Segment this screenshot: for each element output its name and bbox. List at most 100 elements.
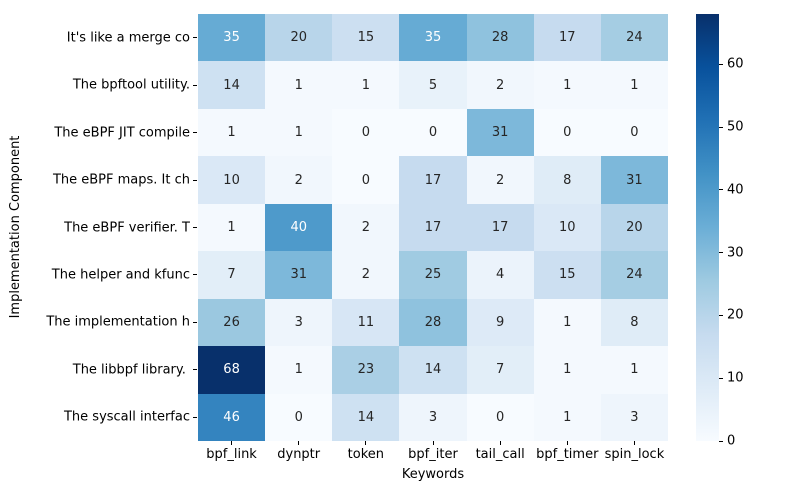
y-tick-label: The syscall interfac [63, 409, 190, 425]
x-axis-label: Keywords [401, 467, 465, 482]
heatmap-cell: 20 [600, 203, 668, 252]
y-tick-mark [193, 416, 197, 418]
x-tick-label: spin_lock [604, 447, 665, 462]
colorbar-tick-label: 10 [727, 370, 744, 386]
y-tick-mark [193, 179, 197, 181]
heatmap-cell: 8 [533, 156, 601, 204]
colorbar-tick-mark [719, 63, 723, 65]
heatmap-cell: 0 [533, 108, 601, 157]
colorbar-tick-mark [719, 314, 723, 316]
heatmap-cell: 1 [600, 346, 668, 394]
heatmap-cell: 35 [399, 14, 467, 62]
heatmap-cell: 10 [533, 203, 601, 252]
heatmap-cell: 24 [600, 14, 668, 62]
x-tick-mark [633, 441, 635, 445]
heatmap-cell: 0 [399, 108, 467, 157]
heatmap-cell: 0 [332, 108, 400, 157]
heatmap-grid: 35 20 15 35 28 17 24 14 1 1 5 2 1 1 1 1 0 0 31 0 0 10 2 0 17 2 8 31… [198, 14, 668, 441]
heatmap-cell: 24 [600, 251, 668, 299]
x-tick-mark [566, 441, 568, 445]
heatmap-cell: 2 [466, 61, 534, 109]
heatmap-cell: 46 [198, 393, 266, 441]
heatmap-cell: 28 [399, 298, 467, 347]
heatmap-cell: 17 [466, 203, 534, 252]
heatmap-cell: 25 [399, 251, 467, 299]
x-tick-mark [499, 441, 501, 445]
heatmap-cell: 1 [265, 61, 333, 109]
heatmap-cell: 11 [332, 298, 400, 347]
heatmap-cell: 2 [466, 156, 534, 204]
heatmap-cell: 1 [198, 108, 266, 157]
y-tick-mark [193, 369, 197, 371]
heatmap-cell: 1 [600, 61, 668, 109]
heatmap-cell: 1 [533, 393, 601, 441]
y-tick-mark [193, 37, 197, 39]
heatmap-cell: 4 [466, 251, 534, 299]
heatmap-cell: 1 [332, 61, 400, 109]
x-tick-label: dynptr [277, 447, 321, 462]
x-tick-label: bpf_link [206, 447, 257, 462]
heatmap-cell: 1 [533, 346, 601, 394]
heatmap-cell: 1 [265, 346, 333, 394]
heatmap-cell: 0 [600, 108, 668, 157]
y-tick-label: The helper and kfunc [51, 267, 190, 283]
y-tick-label: The eBPF JIT compile [54, 125, 190, 141]
x-tick-mark [231, 441, 233, 445]
heatmap-cell: 28 [466, 14, 534, 62]
heatmap-cell: 1 [265, 108, 333, 157]
heatmap-cell: 17 [533, 14, 601, 62]
heatmap-cell: 2 [332, 203, 400, 252]
heatmap-cell: 14 [332, 393, 400, 441]
y-axis-label: Implementation Component [8, 135, 23, 319]
heatmap-cell: 68 [198, 346, 266, 394]
colorbar-tick-label: 0 [727, 433, 736, 449]
y-tick-label: The eBPF maps. It ch [52, 172, 190, 188]
heatmap-cell: 15 [332, 14, 400, 62]
heatmap-cell: 7 [466, 346, 534, 394]
y-tick-label: The libbpf library. [72, 362, 190, 378]
heatmap-cell: 14 [198, 61, 266, 109]
heatmap-cell: 2 [265, 156, 333, 204]
colorbar-tick-mark [719, 440, 723, 442]
x-tick-mark [298, 441, 300, 445]
heatmap-cell: 1 [533, 298, 601, 347]
heatmap-cell: 3 [600, 393, 668, 441]
heatmap-cell: 3 [265, 298, 333, 347]
heatmap-cell: 9 [466, 298, 534, 347]
y-tick-mark [193, 227, 197, 228]
colorbar-tick-label: 20 [727, 307, 744, 323]
heatmap-cell: 1 [533, 61, 601, 109]
y-tick-mark [193, 84, 197, 86]
heatmap-cell: 20 [265, 14, 333, 62]
colorbar-tick-label: 50 [727, 119, 744, 135]
y-tick-label: It's like a merge co [66, 30, 190, 46]
colorbar-tick-label: 60 [727, 56, 744, 72]
y-tick-label: The implementation h [46, 314, 190, 330]
heatmap-cell: 40 [265, 203, 333, 252]
colorbar-tick-mark [719, 189, 723, 191]
heatmap-cell: 26 [198, 298, 266, 347]
heatmap-cell: 14 [399, 346, 467, 394]
colorbar-tick-label: 40 [727, 182, 744, 198]
x-tick-label: token [347, 447, 385, 462]
colorbar-tick-mark [719, 377, 723, 379]
heatmap-cell: 31 [600, 156, 668, 204]
y-tick-mark [193, 321, 197, 323]
x-tick-mark [365, 441, 367, 445]
heatmap-cell: 0 [466, 393, 534, 441]
heatmap-cell: 0 [332, 156, 400, 204]
x-tick-label: bpf_timer [536, 447, 599, 462]
heatmap-cell: 8 [600, 298, 668, 347]
heatmap-cell: 7 [198, 251, 266, 299]
y-tick-label: The bpftool utility. [72, 77, 190, 93]
heatmap-cell: 35 [198, 14, 266, 62]
colorbar-gradient [696, 14, 719, 441]
heatmap-cell: 3 [399, 393, 467, 441]
heatmap-cell: 17 [399, 156, 467, 204]
x-tick-mark [432, 441, 434, 445]
heatmap-cell: 0 [265, 393, 333, 441]
heatmap-cell: 2 [332, 251, 400, 299]
colorbar-tick-mark [719, 252, 723, 254]
colorbar-tick-label: 30 [727, 245, 744, 261]
